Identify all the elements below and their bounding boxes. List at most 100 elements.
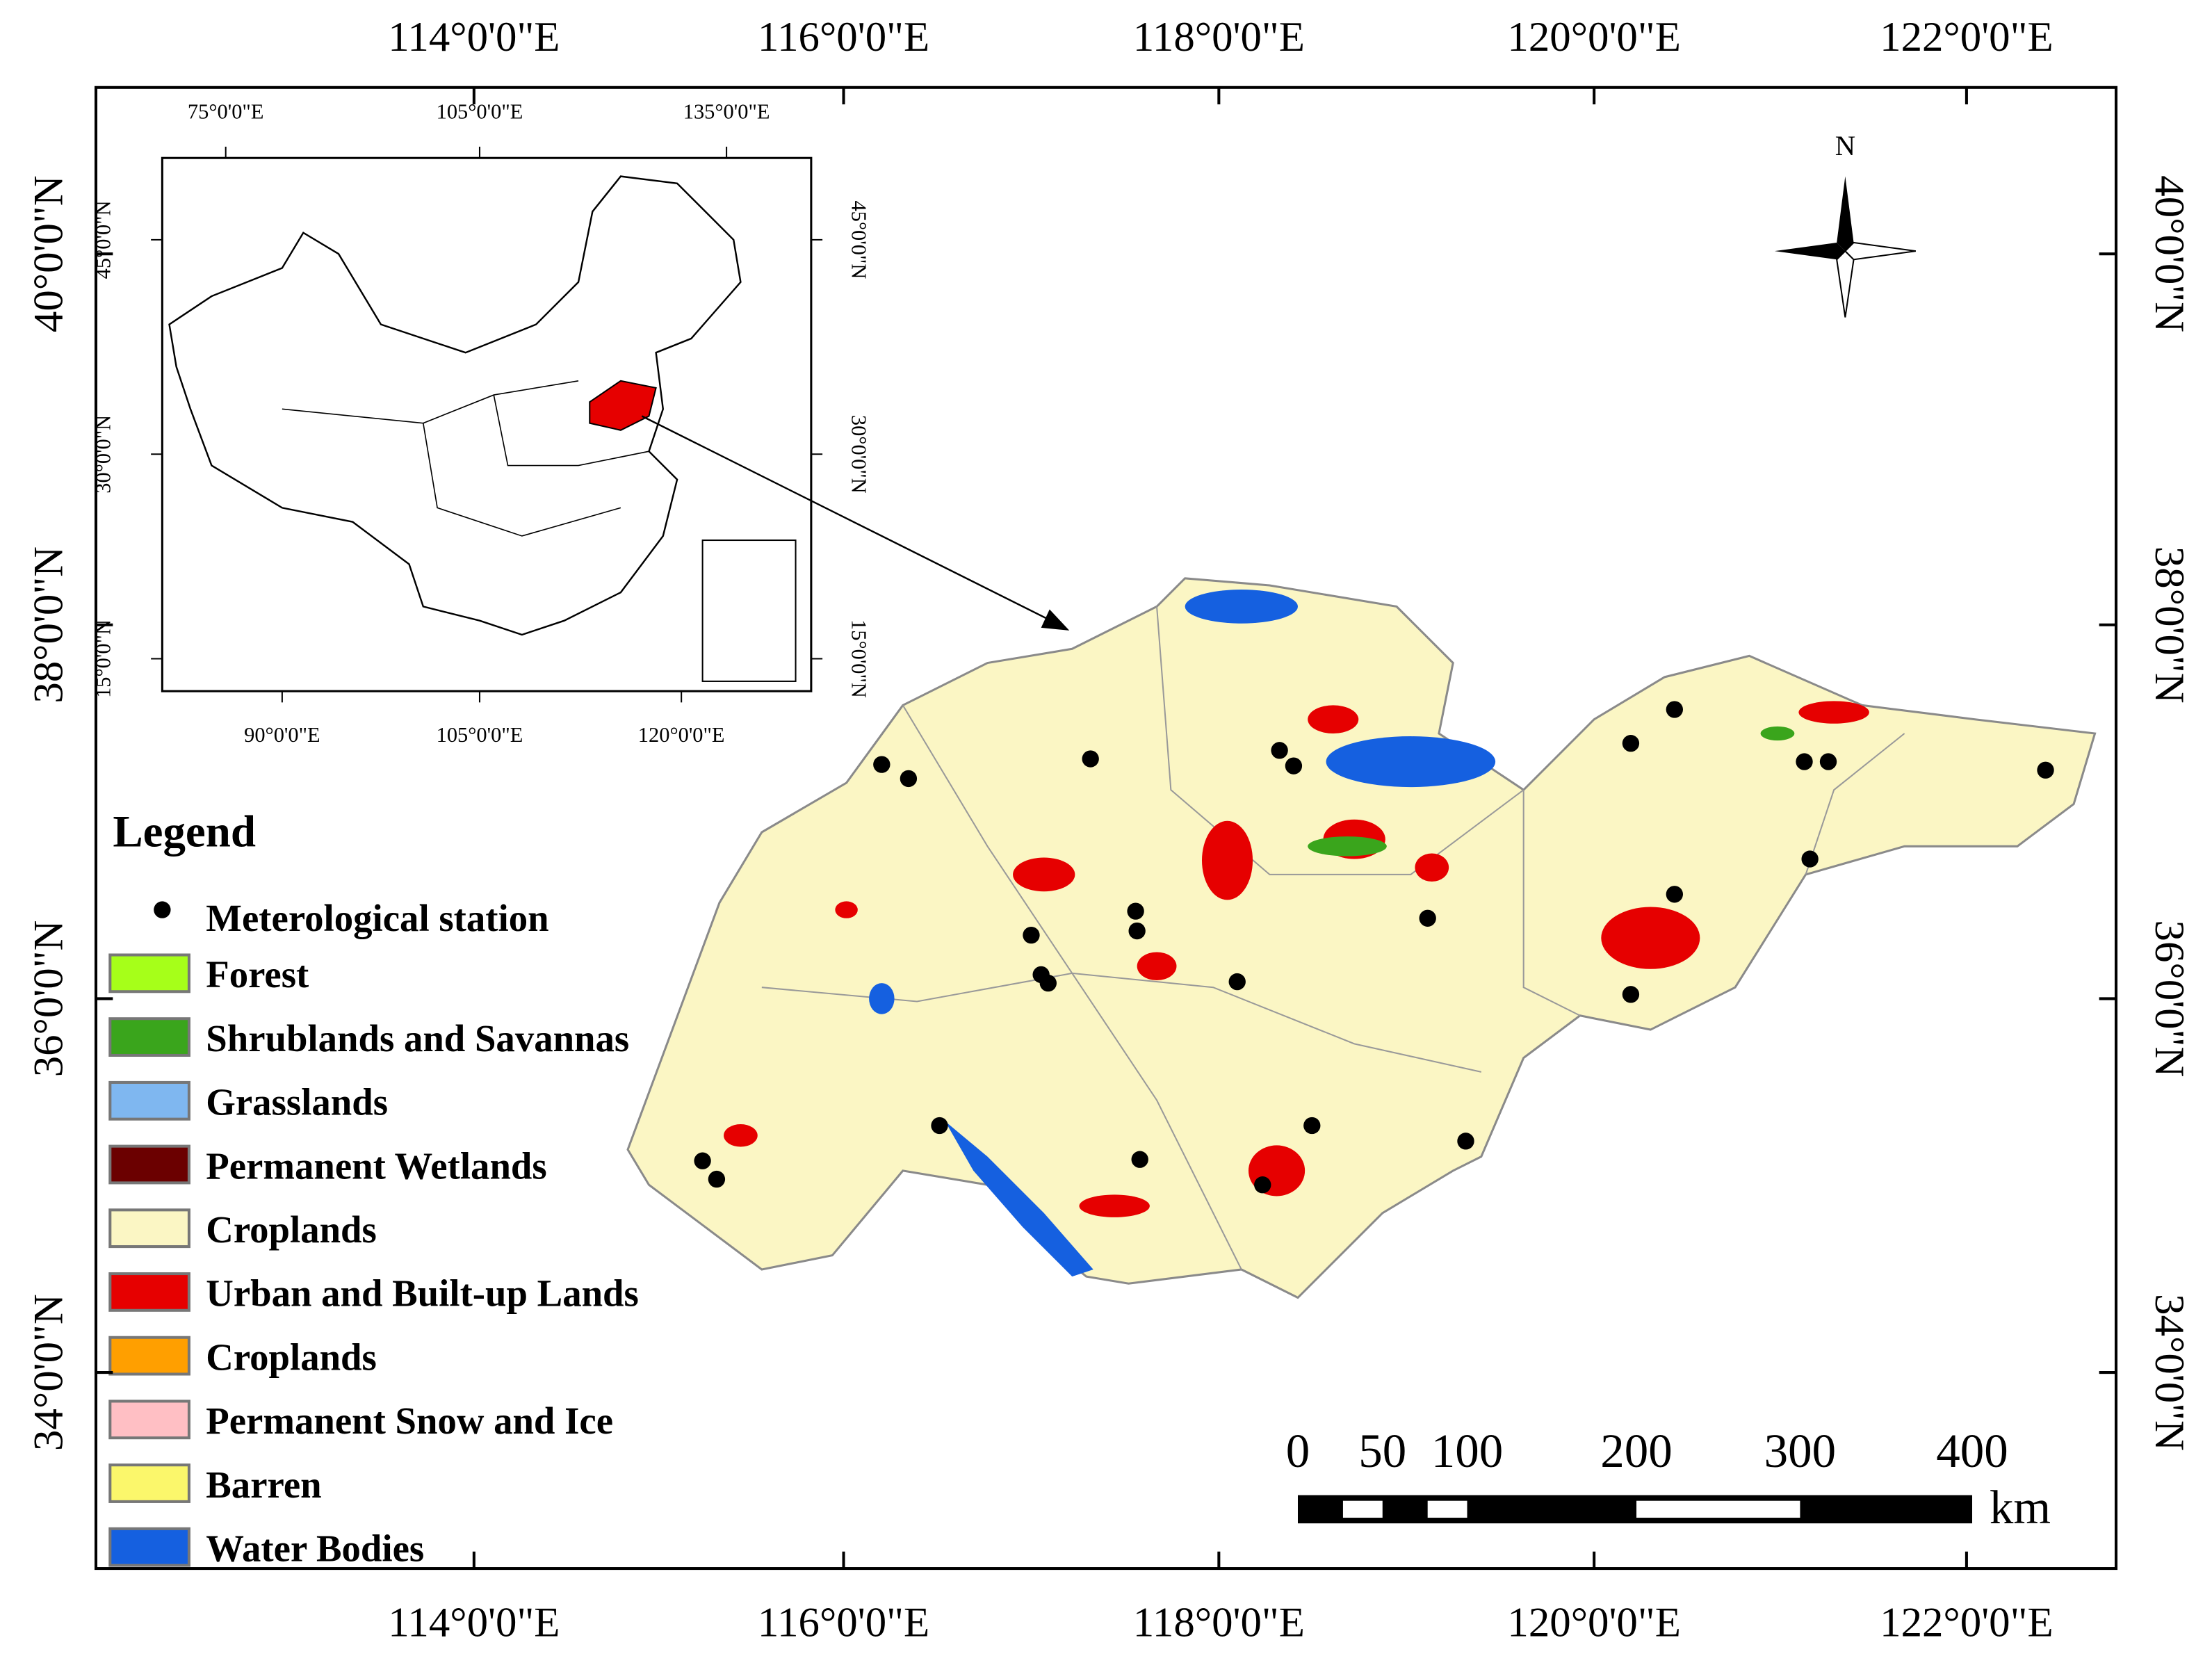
scale-label: 100 xyxy=(1431,1425,1503,1477)
boundary xyxy=(282,380,579,424)
lon-label: 116°0'0"E xyxy=(758,1599,929,1646)
urban-area xyxy=(1137,952,1177,981)
lat-label: 40°0'0"N xyxy=(2146,175,2193,332)
legend-label: Meterological station xyxy=(206,897,548,939)
boundary xyxy=(1156,606,1524,875)
station xyxy=(873,756,891,773)
urban-area xyxy=(1308,705,1359,733)
scale-segment xyxy=(1427,1500,1467,1518)
legend-label: Permanent Snow and Ice xyxy=(206,1400,613,1442)
stations xyxy=(694,701,2054,1194)
station-symbol xyxy=(154,901,171,918)
station xyxy=(708,1170,726,1188)
inset-lat-label: 15°0'0"N xyxy=(847,619,871,698)
urban-area xyxy=(835,901,858,918)
lat-label: 40°0'0"N xyxy=(25,175,72,332)
station xyxy=(1303,1117,1321,1135)
inset-lat-label: 30°0'0"N xyxy=(91,415,115,494)
station xyxy=(1131,1151,1148,1168)
legend-title: Legend xyxy=(113,806,256,857)
legend-label: Croplands xyxy=(206,1208,377,1251)
lon-label: 122°0'0"E xyxy=(1880,1599,2054,1646)
south-china-sea-box xyxy=(701,540,797,682)
lon-label: 120°0'0"E xyxy=(1507,14,1681,60)
scale-label: 300 xyxy=(1764,1425,1836,1477)
legend-swatch xyxy=(108,1272,190,1312)
station xyxy=(1622,735,1640,752)
station xyxy=(1796,753,1813,770)
station xyxy=(1128,922,1146,940)
scale-segment xyxy=(1342,1500,1383,1518)
inset-lat-label: 45°0'0"N xyxy=(847,200,871,279)
urban xyxy=(724,701,1869,1217)
station xyxy=(694,1152,711,1169)
boundary xyxy=(1522,790,1581,1016)
station xyxy=(2037,761,2054,779)
legend-swatch xyxy=(108,1017,190,1057)
urban-area xyxy=(1601,907,1700,969)
inset-lon-label: 90°0'0"E xyxy=(244,723,320,747)
station xyxy=(1801,850,1819,868)
scale-bar: km xyxy=(1297,1481,2051,1534)
scale-label: 400 xyxy=(1936,1425,2008,1477)
legend-swatch xyxy=(108,1463,190,1503)
station xyxy=(1023,926,1040,944)
inset-boundaries xyxy=(282,380,649,537)
arrow-line xyxy=(641,415,1052,622)
vegetation xyxy=(1308,726,1795,857)
station xyxy=(1285,757,1303,774)
shrubland xyxy=(1760,726,1795,741)
lat-label: 34°0'0"N xyxy=(25,1294,72,1451)
urban-area xyxy=(1013,857,1075,892)
station xyxy=(1127,902,1144,920)
legend-label: Urban and Built-up Lands xyxy=(206,1272,639,1315)
legend-label: Barren xyxy=(206,1463,321,1506)
scale-label: 50 xyxy=(1358,1425,1406,1477)
urban-area xyxy=(1415,853,1449,882)
lon-label: 122°0'0"E xyxy=(1880,14,2054,60)
north-arrow-part xyxy=(1774,242,1846,260)
legend-label: Forest xyxy=(206,953,309,996)
legend-label: Permanent Wetlands xyxy=(206,1144,546,1187)
map-frame xyxy=(94,86,2118,1571)
inset-lat-label: 15°0'0"N xyxy=(91,619,115,698)
legend-swatch xyxy=(108,1336,190,1376)
shrubland xyxy=(1308,836,1387,857)
inset-lon-label: 120°0'0"E xyxy=(638,723,725,747)
urban-area xyxy=(724,1123,758,1147)
china-outline xyxy=(168,175,742,636)
scale-label: 0 xyxy=(1286,1425,1310,1477)
station xyxy=(1228,973,1246,991)
lat-label: 34°0'0"N xyxy=(2146,1294,2193,1451)
boundary xyxy=(493,394,649,467)
legend-swatch xyxy=(108,1080,190,1121)
legend-swatch xyxy=(108,953,190,993)
scale-unit: km xyxy=(1990,1481,2051,1534)
legend-swatch xyxy=(108,1144,190,1185)
inset-lon-label: 135°0'0"E xyxy=(683,99,770,123)
lon-label: 120°0'0"E xyxy=(1507,1599,1681,1646)
legend-swatch xyxy=(108,1208,190,1249)
station xyxy=(1254,1176,1271,1194)
boundary xyxy=(423,423,621,537)
scale-label: 200 xyxy=(1600,1425,1672,1477)
station xyxy=(1419,909,1436,927)
inset-lon-label: 75°0'0"E xyxy=(188,99,264,123)
inset-lat-label: 45°0'0"N xyxy=(91,200,115,279)
station xyxy=(1622,986,1640,1003)
water-body xyxy=(869,983,895,1014)
north-arrow-part xyxy=(1844,241,1916,261)
shandong-highlight xyxy=(589,380,657,431)
lon-label: 114°0'0"E xyxy=(388,1599,560,1646)
north-label: N xyxy=(1835,130,1855,161)
lon-label: 114°0'0"E xyxy=(388,14,560,60)
lon-label: 116°0'0"E xyxy=(758,14,929,60)
lon-label: 118°0'0"E xyxy=(1133,1599,1305,1646)
legend: Legend Meterological station Forest Shrubla… xyxy=(108,806,639,1570)
lat-label: 36°0'0"N xyxy=(2146,920,2193,1078)
legend-label: Shrublands and Savannas xyxy=(206,1017,629,1060)
station xyxy=(1457,1133,1474,1150)
arrow-head xyxy=(1041,609,1070,631)
lon-label: 118°0'0"E xyxy=(1133,14,1305,60)
